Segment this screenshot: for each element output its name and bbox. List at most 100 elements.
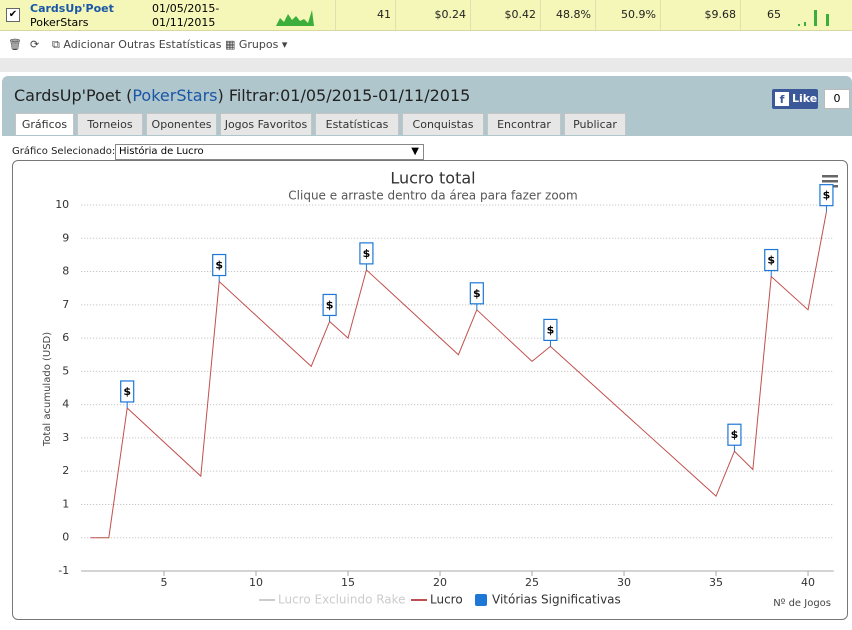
player-link[interactable]: CardsUp'Poet (30, 2, 114, 15)
y-tick-label: 10 (55, 198, 69, 211)
x-axis-label: Nº de Jogos (773, 598, 831, 609)
stat-cell: 41 (335, 0, 395, 30)
like-text: Like (792, 92, 818, 105)
select-value: História de Lucro (119, 146, 204, 157)
flag-box (543, 318, 558, 342)
flag-label: $ (473, 287, 481, 300)
stat-cell: 65 (740, 0, 785, 30)
flag-label: $ (767, 254, 775, 267)
tab[interactable]: Oponentes (146, 113, 217, 135)
flag-label: $ (123, 385, 131, 398)
tab[interactable]: Encontrar (487, 113, 561, 135)
tab[interactable]: Publicar (564, 113, 626, 135)
legend-item[interactable]: Lucro (411, 593, 463, 607)
flag-box (212, 253, 227, 277)
tab[interactable]: Jogos Favoritos (220, 113, 312, 135)
significant-win-flag: $ (764, 248, 779, 277)
significant-win-flag: $ (727, 423, 742, 452)
flag-box (322, 293, 337, 317)
header-title: CardsUp'Poet (PokerStars) Filtrar:01/05/… (14, 86, 470, 105)
flag-box (819, 184, 834, 207)
legend-swatch (475, 594, 487, 606)
legend-item[interactable]: Lucro Excluindo Rake (259, 593, 406, 607)
flag-label: $ (363, 247, 371, 260)
stat-cell: 48.8% (540, 0, 595, 30)
sparkline (276, 10, 314, 26)
x-tick-label: 25 (525, 576, 539, 589)
stat-cell: $0.42 (470, 0, 540, 30)
significant-win-flag: $ (543, 318, 558, 347)
refresh-icon[interactable]: ⟳ (30, 38, 40, 51)
site: PokerStars (30, 16, 89, 29)
like-button[interactable]: f Like (772, 89, 818, 109)
flag-label: $ (547, 323, 555, 336)
y-axis-label: Total acumulado (USD) (42, 332, 53, 447)
add-stats[interactable]: ⧉ Adicionar Outras Estatísticas (52, 38, 222, 51)
significant-win-flag: $ (819, 184, 834, 212)
delete-icon[interactable]: 🗑 (8, 38, 22, 51)
flag-label: $ (326, 298, 334, 311)
flag-label: $ (215, 259, 223, 272)
stat-cell: $0.24 (395, 0, 470, 30)
significant-win-flag: $ (359, 242, 374, 270)
y-tick-label: 7 (62, 298, 69, 311)
header-player: CardsUp'Poet ( (14, 86, 133, 105)
y-tick-label: 0 (62, 531, 69, 544)
flag-box (120, 380, 135, 403)
tab[interactable]: Estatísticas (315, 113, 399, 135)
flag-box (727, 423, 742, 446)
legend-label: Vitórias Significativas (492, 593, 621, 607)
x-tick-label: 30 (617, 576, 631, 589)
y-tick-label: 3 (62, 431, 69, 444)
significant-win-flag: $ (469, 282, 484, 310)
legend-item[interactable]: Vitórias Significativas (475, 593, 621, 607)
flag-box (764, 248, 779, 272)
y-tick-label: 9 (62, 231, 69, 244)
chart-select[interactable]: História de Lucro ▼ (115, 144, 424, 160)
flag-box (359, 242, 374, 265)
significant-win-flag: $ (120, 380, 135, 408)
significant-win-flag: $ (212, 253, 227, 282)
flag-label: $ (823, 189, 831, 202)
x-tick-label: 40 (801, 576, 815, 589)
groups-text: Grupos (238, 38, 279, 51)
stat-cell: $9.68 (660, 0, 740, 30)
tab[interactable]: Torneios (77, 113, 143, 135)
summary-row: ✔ CardsUp'Poet PokerStars 01/05/2015- 01… (0, 0, 852, 31)
date-from: 01/05/2015- (152, 2, 220, 15)
stat-cell: 50.9% (595, 0, 660, 30)
x-tick-label: 35 (709, 576, 723, 589)
chart-subtitle: Clique e arraste dentro da área para faz… (288, 189, 577, 203)
chart: Lucro total Clique e arraste dentro da á… (42, 169, 838, 609)
x-tick-label: 10 (249, 576, 263, 589)
legend-label: Lucro Excluindo Rake (278, 593, 406, 607)
flag-box (469, 282, 484, 305)
y-tick-label: 6 (62, 331, 69, 344)
significant-win-flag: $ (322, 293, 337, 322)
x-tick-label: 5 (161, 576, 168, 589)
y-tick-label: -1 (58, 564, 69, 577)
mini-bars (798, 10, 829, 26)
row-checkbox[interactable]: ✔ (6, 8, 20, 22)
flag-label: $ (731, 428, 739, 441)
header-site[interactable]: PokerStars (132, 86, 218, 105)
tab[interactable]: Gráficos (15, 113, 74, 135)
header-filter: ) Filtrar:01/05/2015-01/11/2015 (217, 86, 471, 105)
x-tick-label: 20 (433, 576, 447, 589)
y-tick-label: 8 (62, 265, 69, 278)
separator (0, 58, 852, 72)
legend-label: Lucro (430, 593, 463, 607)
selector-label: Gráfico Selecionado: (12, 146, 116, 157)
groups[interactable]: ▦ Grupos ▾ (225, 38, 288, 51)
like-count: 0 (824, 89, 850, 109)
x-tick-label: 15 (341, 576, 355, 589)
header-panel: CardsUp'Poet (PokerStars) Filtrar:01/05/… (2, 76, 852, 136)
date-to: 01/11/2015 (152, 16, 216, 29)
y-tick-label: 2 (62, 464, 69, 477)
y-tick-label: 1 (62, 497, 69, 510)
add-stats-text: Adicionar Outras Estatísticas (63, 38, 222, 51)
y-tick-label: 5 (62, 364, 69, 377)
y-tick-label: 4 (62, 398, 69, 411)
tab[interactable]: Conquistas (402, 113, 484, 135)
